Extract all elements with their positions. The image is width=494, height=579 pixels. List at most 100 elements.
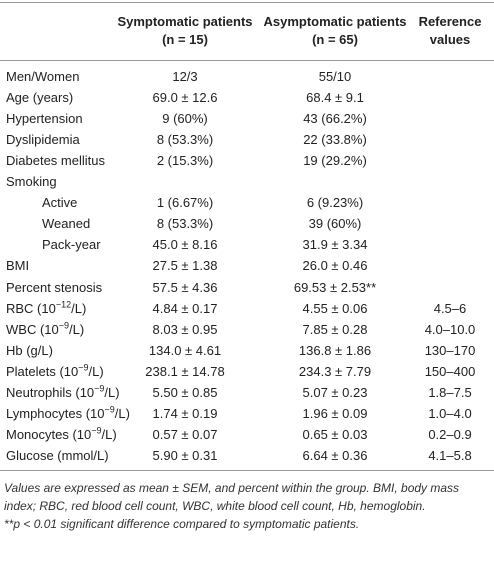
row-label: Weaned [42,216,90,232]
table-cell: 6.64 ± 0.36 [302,447,368,463]
row-label: Neutrophils (10−9/L) [6,383,120,401]
row-label: Lymphocytes (10−9/L) [6,404,130,422]
row-label: Hypertension [6,111,83,127]
row-label: Pack-year [42,237,101,253]
table-cell: 1.8–7.5 [428,384,472,400]
bottom-rule [0,469,494,471]
table-cell: 69.0 ± 12.6 [152,90,218,106]
table-cell: 1 (6.67%) [156,195,214,211]
column-header: Symptomatic patients (n = 15) [117,14,253,47]
label-superscript: −9 [104,404,115,415]
label-text: /L) [101,426,117,442]
label-text: Platelets (10 [6,363,79,379]
label-superscript: −9 [58,320,69,331]
table-cell: 0.2–0.9 [428,426,472,442]
label-text: Men/Women [6,69,80,84]
row-label: Dyslipidemia [6,132,80,148]
table-cell: 19 (29.2%) [303,153,367,169]
label-superscript: −9 [91,425,102,436]
table-cell: 136.8 ± 1.86 [298,342,372,358]
table-cell: 57.5 ± 4.36 [152,279,218,295]
table-cell: 45.0 ± 8.16 [152,237,218,253]
table-cell: 4.55 ± 0.06 [302,300,368,316]
top-rule [0,2,494,3]
table-cell: 1.96 ± 0.09 [302,405,368,421]
table-cell: 68.4 ± 9.1 [306,90,364,106]
table-cell: 55/10 [318,69,352,84]
table-cell: 234.3 ± 7.79 [298,363,372,379]
label-text: Glucose (mmol/L) [6,447,109,463]
table-cell: 69.53 ± 2.53** [293,279,377,295]
label-text: Dyslipidemia [6,132,80,148]
label-text: Pack-year [42,237,101,253]
table-cell: 5.50 ± 0.85 [152,384,218,400]
row-label: BMI [6,258,29,274]
table-cell: 8 (53.3%) [156,132,214,148]
table-cell: 6 (9.23%) [306,195,364,211]
table-cell: 31.9 ± 3.34 [302,237,368,253]
table-cell: 26.0 ± 0.46 [302,258,368,274]
label-text: /L) [71,300,87,316]
table-cell: 134.0 ± 4.61 [148,342,222,358]
label-text: /L) [69,321,85,337]
label-text: RBC (10 [6,300,56,316]
label-superscript: −9 [94,383,105,394]
table-cell: 39 (60%) [308,216,362,232]
label-text: Diabetes mellitus [6,153,105,169]
footnote: **p < 0.01 significant difference compar… [4,516,360,531]
column-header: Asymptomatic patients (n = 65) [263,14,407,47]
label-text: /L) [88,363,104,379]
row-label: Percent stenosis [6,280,102,296]
row-label: Monocytes (10−9/L) [6,425,117,443]
row-label: Men/Women [6,69,79,85]
row-label: Glucose (mmol/L) [6,448,109,464]
label-text: Weaned [42,216,91,232]
label-text: Smoking [6,174,57,190]
label-text: /L) [114,405,130,421]
table-cell: 4.5–6 [433,300,467,316]
row-label: RBC (10−12/L) [6,299,87,317]
column-header: Reference values [418,14,482,47]
label-superscript: −9 [78,362,89,373]
table-cell: 22 (33.8%) [303,132,367,148]
label-text: Active [42,195,78,211]
table-cell: 130–170 [424,342,476,358]
table-cell: 12/3 [172,69,198,84]
table-cell: 8 (53.3%) [156,216,214,232]
label-text: Lymphocytes (10 [6,405,105,421]
table-cell: 1.74 ± 0.19 [152,405,218,421]
label-text: /L) [104,384,120,400]
table-cell: 7.85 ± 0.28 [302,321,368,337]
row-label: Hb (g/L) [6,343,53,359]
label-text: Age (years) [6,90,74,106]
table-cell: 0.57 ± 0.07 [152,426,218,442]
table-cell: 4.0–10.0 [424,321,476,337]
table-cell: 4.1–5.8 [428,447,472,463]
label-text: Hypertension [6,111,83,127]
table-cell: 9 (60%) [162,111,208,127]
row-label: Diabetes mellitus [6,153,105,169]
row-label: Platelets (10−9/L) [6,362,104,380]
label-text: Neutrophils (10 [6,384,95,400]
table-cell: 2 (15.3%) [156,153,214,169]
label-text: WBC (10 [6,321,59,337]
table-cell: 0.65 ± 0.03 [302,426,368,442]
table-cell: 5.07 ± 0.23 [302,384,368,400]
row-label: Active [42,195,77,211]
table-cell: 27.5 ± 1.38 [152,258,218,274]
row-label: Age (years) [6,90,73,106]
table-cell: 5.90 ± 0.31 [152,447,218,463]
footnote: Values are expressed as mean ± SEM, and … [4,480,460,513]
table-cell: 43 (66.2%) [303,111,367,127]
label-text: Percent stenosis [6,279,103,295]
header-rule [0,60,494,61]
label-text: Hb (g/L) [6,342,53,358]
table-cell: 8.03 ± 0.95 [152,321,218,337]
table-cell: 4.84 ± 0.17 [152,300,218,316]
label-text: Monocytes (10 [6,426,92,442]
label-text: BMI [6,258,30,274]
label-superscript: −12 [55,299,72,310]
table-cell: 150–400 [424,363,476,379]
row-label: WBC (10−9/L) [6,320,85,338]
